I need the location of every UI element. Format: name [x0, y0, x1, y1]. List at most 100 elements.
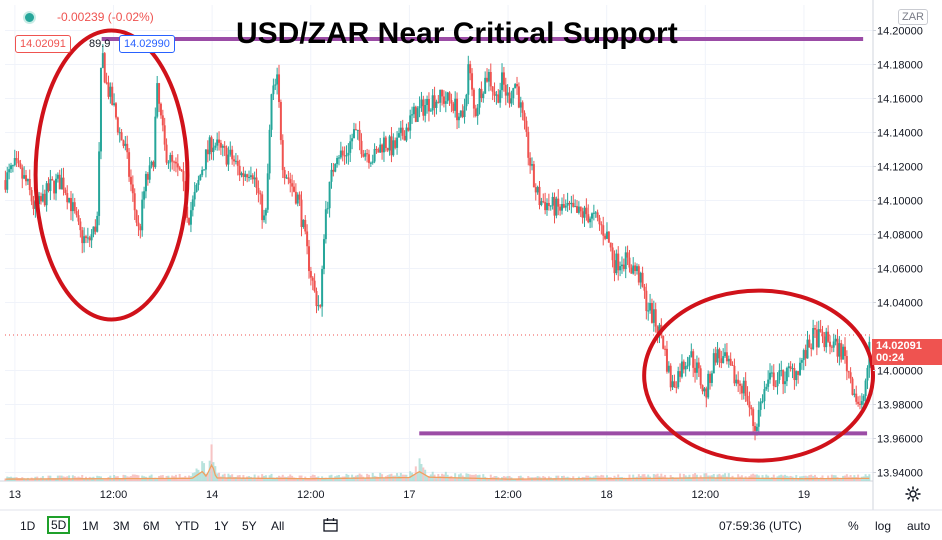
candle-body	[478, 88, 481, 108]
volume-bar	[255, 477, 258, 481]
current-price-tag: 14.02091 00:24	[872, 339, 942, 365]
y-tick-label: 13.98000	[877, 400, 923, 412]
candle-body	[135, 210, 138, 223]
candle-body	[28, 178, 31, 191]
volume-bar	[332, 478, 335, 481]
candle-body	[25, 175, 28, 182]
candle-body	[553, 196, 556, 216]
candle-body	[639, 272, 642, 283]
range-1m[interactable]: 1M	[82, 519, 99, 533]
candle-body	[388, 136, 391, 151]
candle-body	[457, 116, 460, 121]
bid-price-box[interactable]: 14.02091	[15, 35, 71, 53]
candle-body	[180, 169, 183, 172]
candle-body	[643, 286, 646, 291]
percent-toggle[interactable]: %	[848, 519, 859, 533]
candle-body	[793, 368, 796, 381]
candle-body	[231, 149, 234, 160]
current-price-label: 14.02091	[876, 340, 922, 352]
volume-bar	[487, 478, 490, 481]
candle-body	[622, 264, 625, 270]
volume-bar	[364, 478, 367, 481]
y-tick-label: 14.10000	[877, 196, 923, 208]
candle-body	[32, 201, 35, 209]
candle-body	[695, 362, 698, 373]
candle-body	[161, 115, 164, 126]
range-all[interactable]: All	[271, 519, 285, 533]
volume-bar	[725, 476, 728, 481]
volume-bar	[632, 474, 635, 481]
candle-body	[424, 105, 427, 116]
ask-price-box[interactable]: 14.02990	[119, 35, 175, 53]
range-1d[interactable]: 1D	[20, 519, 36, 533]
range-ytd[interactable]: YTD	[175, 519, 199, 533]
candle-body	[729, 358, 732, 365]
candle-body	[234, 160, 237, 162]
y-tick-label: 13.94000	[877, 468, 923, 480]
candle-body	[56, 174, 59, 179]
candle-body	[382, 137, 385, 153]
candle-body	[486, 77, 489, 82]
log-toggle[interactable]: log	[875, 519, 892, 533]
candle-body	[111, 86, 114, 105]
candle-body	[607, 231, 610, 243]
volume-bar	[234, 476, 237, 481]
candle-body	[259, 193, 262, 195]
volume-bar	[714, 478, 717, 481]
volume-bar	[379, 472, 382, 481]
volume-bar	[686, 476, 689, 481]
candle-body	[613, 260, 616, 274]
candle-body	[508, 92, 511, 104]
volume-bar	[665, 477, 668, 481]
volume-bar	[840, 478, 843, 481]
range-6m[interactable]: 6M	[143, 519, 160, 533]
volume-bar	[814, 474, 817, 481]
candle-body	[229, 149, 232, 155]
candle-body	[19, 163, 22, 168]
candle-body	[105, 82, 108, 84]
candle-body	[416, 108, 419, 122]
volume-bar	[240, 477, 243, 481]
clock-time[interactable]: 07:59:36 (UTC)	[719, 519, 802, 533]
candle-body	[680, 361, 683, 377]
candle-body	[13, 158, 16, 166]
candle-body	[343, 155, 346, 157]
candle-body	[667, 365, 670, 372]
auto-toggle[interactable]: auto	[907, 519, 931, 533]
candle-body	[568, 202, 571, 205]
candle-body	[832, 341, 835, 348]
candle-body	[154, 116, 157, 168]
candle-body	[283, 170, 286, 179]
candle-body	[49, 179, 52, 192]
candle-body	[128, 152, 131, 177]
range-5d[interactable]: 5D	[47, 516, 71, 534]
candle-body	[534, 187, 537, 193]
volume-bar	[780, 474, 783, 481]
range-1y[interactable]: 1Y	[214, 519, 229, 533]
candle-body	[287, 177, 290, 180]
gear-icon[interactable]	[904, 485, 922, 508]
candle-body	[26, 178, 29, 182]
volume-bar	[677, 477, 680, 481]
candle-body	[480, 88, 483, 99]
range-5y[interactable]: 5Y	[242, 519, 257, 533]
candle-body	[527, 131, 530, 158]
candle-body	[311, 277, 314, 281]
candle-body	[176, 163, 179, 168]
volume-bar	[156, 478, 159, 481]
calendar-icon[interactable]	[322, 517, 340, 538]
volume-bar	[25, 478, 28, 481]
range-3m[interactable]: 3M	[113, 519, 130, 533]
candle-body	[113, 103, 116, 105]
volume-bar	[667, 478, 670, 481]
candle-body	[293, 186, 296, 192]
candle-body	[319, 305, 322, 307]
volume-bar	[244, 477, 247, 481]
candle-body	[186, 206, 189, 218]
volume-bar	[272, 477, 275, 481]
candle-body	[682, 361, 685, 370]
highlight-ellipse-right	[642, 288, 876, 463]
volume-bar	[218, 472, 221, 481]
candle-body	[401, 127, 404, 136]
